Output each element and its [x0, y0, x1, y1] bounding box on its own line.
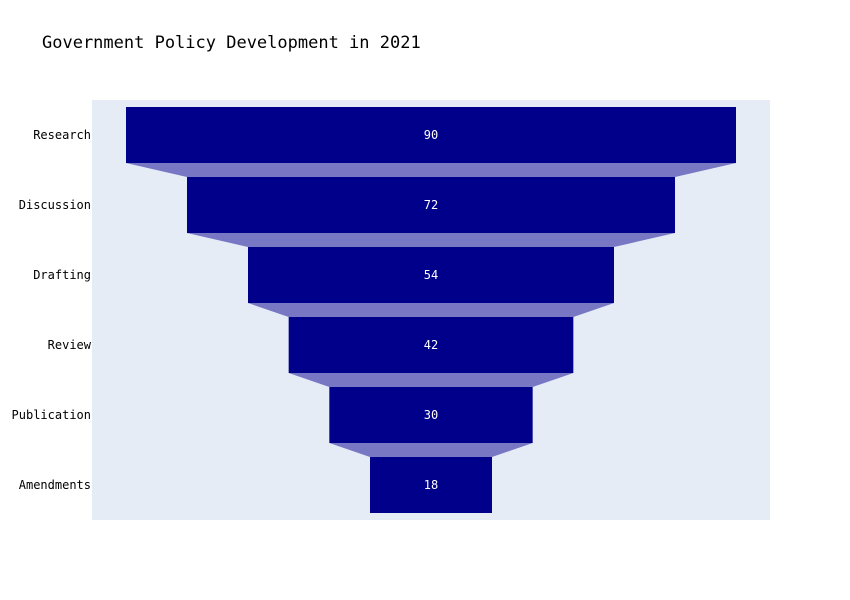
funnel-connector-1 [126, 163, 736, 177]
category-label-discussion: Discussion [19, 198, 91, 212]
funnel-connector-5 [329, 443, 533, 457]
category-label-amendments: Amendments [19, 478, 91, 492]
funnel-bar-amendments [370, 457, 492, 513]
funnel-connector-2 [187, 233, 675, 247]
category-label-review: Review [48, 338, 92, 352]
funnel-value-labels: 90 72 54 42 30 18 [424, 128, 438, 492]
value-label-amendments: 18 [424, 478, 438, 492]
funnel-connector-4 [288, 373, 574, 387]
funnel-connectors [126, 163, 736, 457]
funnel-bar-publication [329, 387, 533, 443]
value-label-publication: 30 [424, 408, 438, 422]
funnel-bar-discussion [187, 177, 675, 233]
chart-title: Government Policy Development in 2021 [42, 33, 421, 53]
funnel-connector-3 [248, 303, 614, 317]
funnel-category-labels: Research Discussion Drafting Review Publicat… [12, 128, 92, 492]
value-label-review: 42 [424, 338, 438, 352]
funnel-bar-drafting [248, 247, 614, 303]
funnel-bars [126, 107, 736, 513]
value-label-research: 90 [424, 128, 438, 142]
funnel-bar-research [126, 107, 736, 163]
category-label-research: Research [33, 128, 91, 142]
category-label-drafting: Drafting [33, 268, 91, 282]
funnel-bar-review [288, 317, 574, 373]
value-label-drafting: 54 [424, 268, 438, 282]
category-label-publication: Publication [12, 408, 91, 422]
value-label-discussion: 72 [424, 198, 438, 212]
